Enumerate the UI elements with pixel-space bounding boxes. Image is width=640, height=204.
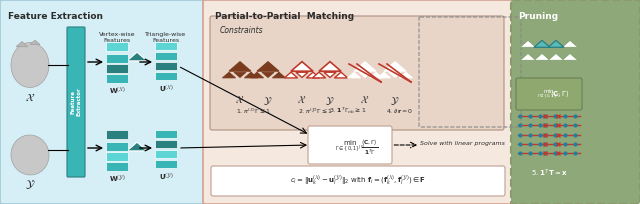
- Bar: [155, 160, 177, 168]
- Text: $\mathcal{Y}$: $\mathcal{Y}$: [263, 95, 273, 107]
- FancyBboxPatch shape: [308, 126, 392, 164]
- Polygon shape: [562, 53, 578, 60]
- Text: 2. $\pi^{(\mathcal{Y})}\Gamma \leq 1$: 2. $\pi^{(\mathcal{Y})}\Gamma \leq 1$: [298, 106, 333, 116]
- Bar: [106, 142, 128, 151]
- Polygon shape: [250, 72, 264, 78]
- Bar: [155, 130, 177, 138]
- Text: $\mathbf{U}^{(\mathcal{X})}$: $\mathbf{U}^{(\mathcal{X})}$: [159, 84, 173, 95]
- Text: 4. $\partial\mathbf{r} = 0$: 4. $\partial\mathbf{r} = 0$: [387, 106, 413, 115]
- Text: $\mathcal{X}$: $\mathcal{X}$: [25, 92, 35, 103]
- Polygon shape: [369, 72, 383, 78]
- Text: $\mathcal{X}$: $\mathcal{X}$: [236, 95, 244, 105]
- Polygon shape: [334, 72, 348, 78]
- FancyBboxPatch shape: [516, 78, 582, 110]
- Text: $\underset{\Gamma\in\{0,1\}^{|F|}}{\min}$: $\underset{\Gamma\in\{0,1\}^{|F|}}{\min}…: [537, 88, 561, 101]
- Ellipse shape: [11, 42, 49, 88]
- Polygon shape: [548, 40, 564, 47]
- Text: $\mathcal{Y}$: $\mathcal{Y}$: [390, 95, 400, 107]
- Text: $\mathcal{Y}$: $\mathcal{Y}$: [25, 178, 35, 191]
- Bar: [106, 162, 128, 171]
- Bar: [106, 42, 128, 51]
- Text: $\mathbf{U}^{(\mathcal{Y})}$: $\mathbf{U}^{(\mathcal{Y})}$: [159, 172, 173, 183]
- Polygon shape: [354, 62, 376, 71]
- Text: 3. $\mathbf{1}^T\Gamma_{nb} \geq 1$: 3. $\mathbf{1}^T\Gamma_{nb} \geq 1$: [330, 106, 367, 116]
- Text: Feature
Extractor: Feature Extractor: [70, 88, 81, 116]
- FancyBboxPatch shape: [211, 166, 505, 196]
- Polygon shape: [324, 72, 336, 78]
- Text: 5. $\mathbf{1}^T\mathbf{T} = \mathbf{x}$: 5. $\mathbf{1}^T\mathbf{T} = \mathbf{x}$: [531, 168, 568, 179]
- Polygon shape: [378, 72, 390, 78]
- Polygon shape: [244, 72, 258, 78]
- FancyBboxPatch shape: [511, 0, 640, 204]
- Polygon shape: [348, 72, 360, 78]
- Text: $\mathcal{Y}$: $\mathcal{Y}$: [325, 95, 335, 107]
- FancyBboxPatch shape: [203, 0, 512, 204]
- Polygon shape: [359, 72, 371, 78]
- Polygon shape: [534, 53, 550, 60]
- FancyBboxPatch shape: [67, 27, 85, 177]
- Bar: [155, 72, 177, 80]
- Text: $\langle \mathbf{C},\Gamma\rangle$: $\langle \mathbf{C},\Gamma\rangle$: [550, 88, 570, 99]
- Ellipse shape: [11, 135, 49, 175]
- Text: $\mathcal{X}$: $\mathcal{X}$: [298, 95, 307, 105]
- Polygon shape: [319, 62, 341, 71]
- Polygon shape: [291, 62, 313, 71]
- Polygon shape: [127, 52, 147, 61]
- Bar: [155, 42, 177, 50]
- Polygon shape: [562, 40, 578, 47]
- Polygon shape: [307, 72, 319, 78]
- Polygon shape: [284, 72, 298, 78]
- FancyBboxPatch shape: [210, 16, 504, 130]
- Bar: [155, 140, 177, 148]
- Polygon shape: [223, 72, 236, 78]
- Text: $\mathbf{W}^{(\mathcal{Y})}$: $\mathbf{W}^{(\mathcal{Y})}$: [109, 174, 125, 185]
- Text: $\mathcal{X}$: $\mathcal{X}$: [360, 95, 370, 105]
- Polygon shape: [273, 72, 285, 78]
- Bar: [106, 152, 128, 161]
- Bar: [155, 150, 177, 158]
- Text: Solve with linear programs: Solve with linear programs: [420, 141, 505, 145]
- Polygon shape: [257, 62, 279, 71]
- Text: Constraints: Constraints: [220, 26, 264, 35]
- Text: $\underset{\Gamma\in\{0,1\}^{|F|}}{\min}$: $\underset{\Gamma\in\{0,1\}^{|F|}}{\min}…: [335, 138, 365, 153]
- Text: $c_i = \|\mathbf{u}_k^{(\mathcal{X})} - \mathbf{u}_l^{(\mathcal{Y})}\|_2$ with $: $c_i = \|\mathbf{u}_k^{(\mathcal{X})} - …: [290, 174, 426, 188]
- Text: Feature Extraction: Feature Extraction: [8, 12, 103, 21]
- Bar: [106, 74, 128, 83]
- Polygon shape: [520, 53, 536, 60]
- Polygon shape: [16, 42, 28, 47]
- Polygon shape: [389, 72, 401, 78]
- Text: $\mathbf{W}^{(\mathcal{X})}$: $\mathbf{W}^{(\mathcal{X})}$: [109, 86, 125, 97]
- Polygon shape: [534, 40, 550, 47]
- Polygon shape: [520, 40, 536, 47]
- Bar: [155, 52, 177, 60]
- Polygon shape: [30, 40, 40, 44]
- Text: Partial-to-Partial  Matching: Partial-to-Partial Matching: [215, 12, 354, 21]
- Bar: [106, 54, 128, 63]
- Text: $\frac{\langle \mathbf{C},\Gamma\rangle}{\mathbf{1}^T\Gamma}$: $\frac{\langle \mathbf{C},\Gamma\rangle}…: [362, 138, 379, 157]
- Polygon shape: [548, 40, 564, 47]
- Bar: [106, 130, 128, 139]
- Text: Triangle-wise
Features: Triangle-wise Features: [145, 32, 187, 43]
- Polygon shape: [127, 142, 147, 151]
- Polygon shape: [384, 62, 406, 71]
- Bar: [106, 64, 128, 73]
- Polygon shape: [312, 72, 326, 78]
- Polygon shape: [234, 72, 246, 78]
- Polygon shape: [262, 72, 274, 78]
- Polygon shape: [548, 53, 564, 60]
- Text: Pruning: Pruning: [518, 12, 558, 21]
- FancyBboxPatch shape: [0, 0, 204, 204]
- Text: 1. $\pi^{(\mathcal{X})}\Gamma \leq 1$: 1. $\pi^{(\mathcal{X})}\Gamma \leq 1$: [236, 106, 271, 116]
- Polygon shape: [399, 72, 413, 78]
- Text: Vertex-wise
Features: Vertex-wise Features: [99, 32, 135, 43]
- Polygon shape: [534, 40, 550, 47]
- Polygon shape: [229, 62, 251, 71]
- Polygon shape: [296, 72, 308, 78]
- Bar: [155, 62, 177, 70]
